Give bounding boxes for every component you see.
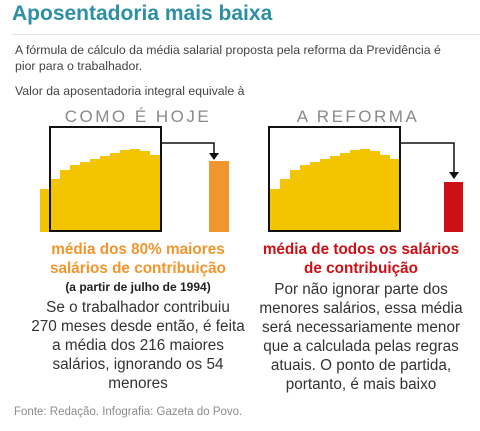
- reform-salary-bars: [270, 149, 399, 232]
- salary-bar: [50, 179, 60, 232]
- salary-bar: [340, 153, 350, 232]
- salary-bar: [270, 189, 280, 232]
- reform-heading: A REFORMA: [296, 107, 420, 126]
- reform-body-line: atuais. O ponto de partida,: [270, 357, 452, 374]
- salary-bar: [310, 162, 320, 232]
- salary-bar: [40, 189, 50, 232]
- salary-bar: [130, 149, 140, 232]
- salary-bar: [80, 162, 90, 232]
- arrow-head: [209, 153, 219, 160]
- title-divider: [12, 34, 480, 35]
- reform-lead: média de todos os salários de contribuiç…: [242, 240, 480, 278]
- intro-text: A fórmula de cálculo da média salarial p…: [15, 42, 480, 74]
- reform-lead-line-2: de contribuição: [304, 260, 418, 277]
- salary-bar: [380, 155, 390, 232]
- intro-line-1: A fórmula de cálculo da média salarial p…: [15, 43, 441, 57]
- salary-bar: [350, 150, 360, 232]
- reform-body-line: será necessariamente menor: [261, 319, 461, 336]
- salary-bar: [360, 149, 370, 232]
- selection-box: [268, 126, 401, 232]
- average-bar: [209, 161, 229, 232]
- reform-body-line: que a calculada pelas regras: [263, 338, 459, 355]
- reform-body-line: menores salários, essa média: [259, 300, 463, 317]
- current-note: (a partir de julho de 1994): [65, 280, 211, 294]
- salary-bar: [120, 150, 130, 232]
- page-title: Aposentadoria mais baixa: [12, 2, 273, 25]
- salary-bar: [150, 155, 160, 232]
- salary-bar: [70, 165, 80, 232]
- salary-bar: [290, 170, 300, 232]
- current-lead: média dos 80% maiores salários de contri…: [14, 240, 262, 278]
- current-body-line: salários, ignorando os 54: [52, 356, 224, 373]
- current-lead-line-1: média dos 80% maiores: [51, 241, 225, 258]
- reform-body: Por não ignorar parte dos menores salári…: [242, 280, 480, 394]
- reform-body-line: Por não ignorar parte dos: [274, 281, 448, 298]
- selection-box: [49, 126, 162, 232]
- salary-bar: [140, 151, 150, 232]
- source-credit: Fonte: Redação. Infografia: Gazeta do Po…: [14, 406, 243, 418]
- salary-bar: [100, 156, 110, 232]
- current-body-line: 270 meses desde então, é feita: [31, 318, 245, 335]
- reform-diagram: [268, 126, 463, 232]
- salary-bar: [370, 151, 380, 232]
- average-bar: [444, 182, 463, 232]
- intro-line-2: pior para o trabalhador.: [15, 59, 143, 73]
- current-body-line: a média dos 216 maiores: [52, 337, 224, 354]
- subtitle: Valor da aposentadoria integral equivale…: [15, 84, 245, 98]
- current-salary-bars: [40, 149, 160, 232]
- arrow-line: [161, 142, 215, 153]
- current-body: Se o trabalhador contribuiu 270 meses de…: [14, 298, 262, 393]
- salary-bar: [330, 156, 340, 232]
- current-body-line: Se o trabalhador contribuiu: [46, 299, 230, 316]
- arrow-head: [449, 172, 459, 179]
- reform-body-line: portanto, é mais baixo: [285, 376, 437, 393]
- salary-bar: [390, 159, 399, 232]
- current-lead-line-2: salários de contribuição: [50, 260, 226, 277]
- salary-bar: [280, 179, 290, 232]
- salary-bar: [110, 153, 120, 232]
- current-diagram: [40, 126, 229, 232]
- salary-bar: [300, 165, 310, 232]
- arrow-line: [400, 142, 455, 172]
- salary-bar: [320, 159, 330, 232]
- salary-bar: [90, 159, 100, 232]
- salary-bar: [60, 170, 70, 232]
- current-body-line: menores: [108, 375, 168, 392]
- current-heading: COMO É HOJE: [64, 107, 212, 126]
- reform-lead-line-1: média de todos os salários: [262, 241, 460, 258]
